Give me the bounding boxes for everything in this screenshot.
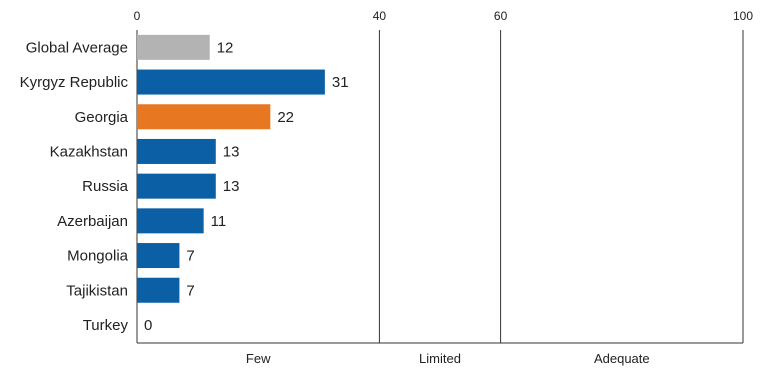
- bar-global-average: [137, 34, 210, 60]
- category-label: Tajikistan: [66, 282, 128, 299]
- category-label: Azerbaijan: [57, 213, 128, 230]
- x-tick-label: 0: [134, 9, 141, 23]
- bar-georgia: [137, 104, 271, 130]
- bar-russia: [137, 173, 216, 199]
- category-label: Georgia: [75, 109, 129, 126]
- zone-label-adequate: Adequate: [594, 351, 650, 366]
- labels: 0 40 60 100 Global Average 12 Kyrgyz Republic 3…: [20, 9, 754, 366]
- value-label: 12: [217, 39, 234, 56]
- bar-azerbaijan: [137, 208, 204, 234]
- value-label: 11: [211, 213, 227, 230]
- value-label: 13: [223, 143, 240, 160]
- value-label: 7: [186, 282, 194, 299]
- category-label: Russia: [82, 178, 129, 195]
- value-label: 13: [223, 178, 240, 195]
- category-label: Kazakhstan: [50, 143, 128, 160]
- value-label: 7: [186, 248, 194, 265]
- x-tick-label: 100: [733, 9, 753, 23]
- zone-label-limited: Limited: [419, 351, 461, 366]
- value-label: 31: [332, 74, 349, 91]
- x-tick-label: 40: [373, 9, 387, 23]
- zone-label-few: Few: [246, 351, 271, 366]
- category-label: Turkey: [83, 317, 129, 334]
- x-tick-label: 60: [494, 9, 508, 23]
- value-label: 0: [144, 317, 152, 334]
- category-label: Mongolia: [67, 248, 129, 265]
- value-label: 22: [277, 109, 294, 126]
- bar-mongolia: [137, 243, 180, 269]
- bar-kazakhstan: [137, 138, 216, 164]
- bar-tajikistan: [137, 277, 180, 303]
- category-label: Kyrgyz Republic: [20, 74, 129, 91]
- bars: [137, 34, 325, 303]
- category-label: Global Average: [26, 39, 128, 56]
- bar-kyrgyz-republic: [137, 69, 325, 95]
